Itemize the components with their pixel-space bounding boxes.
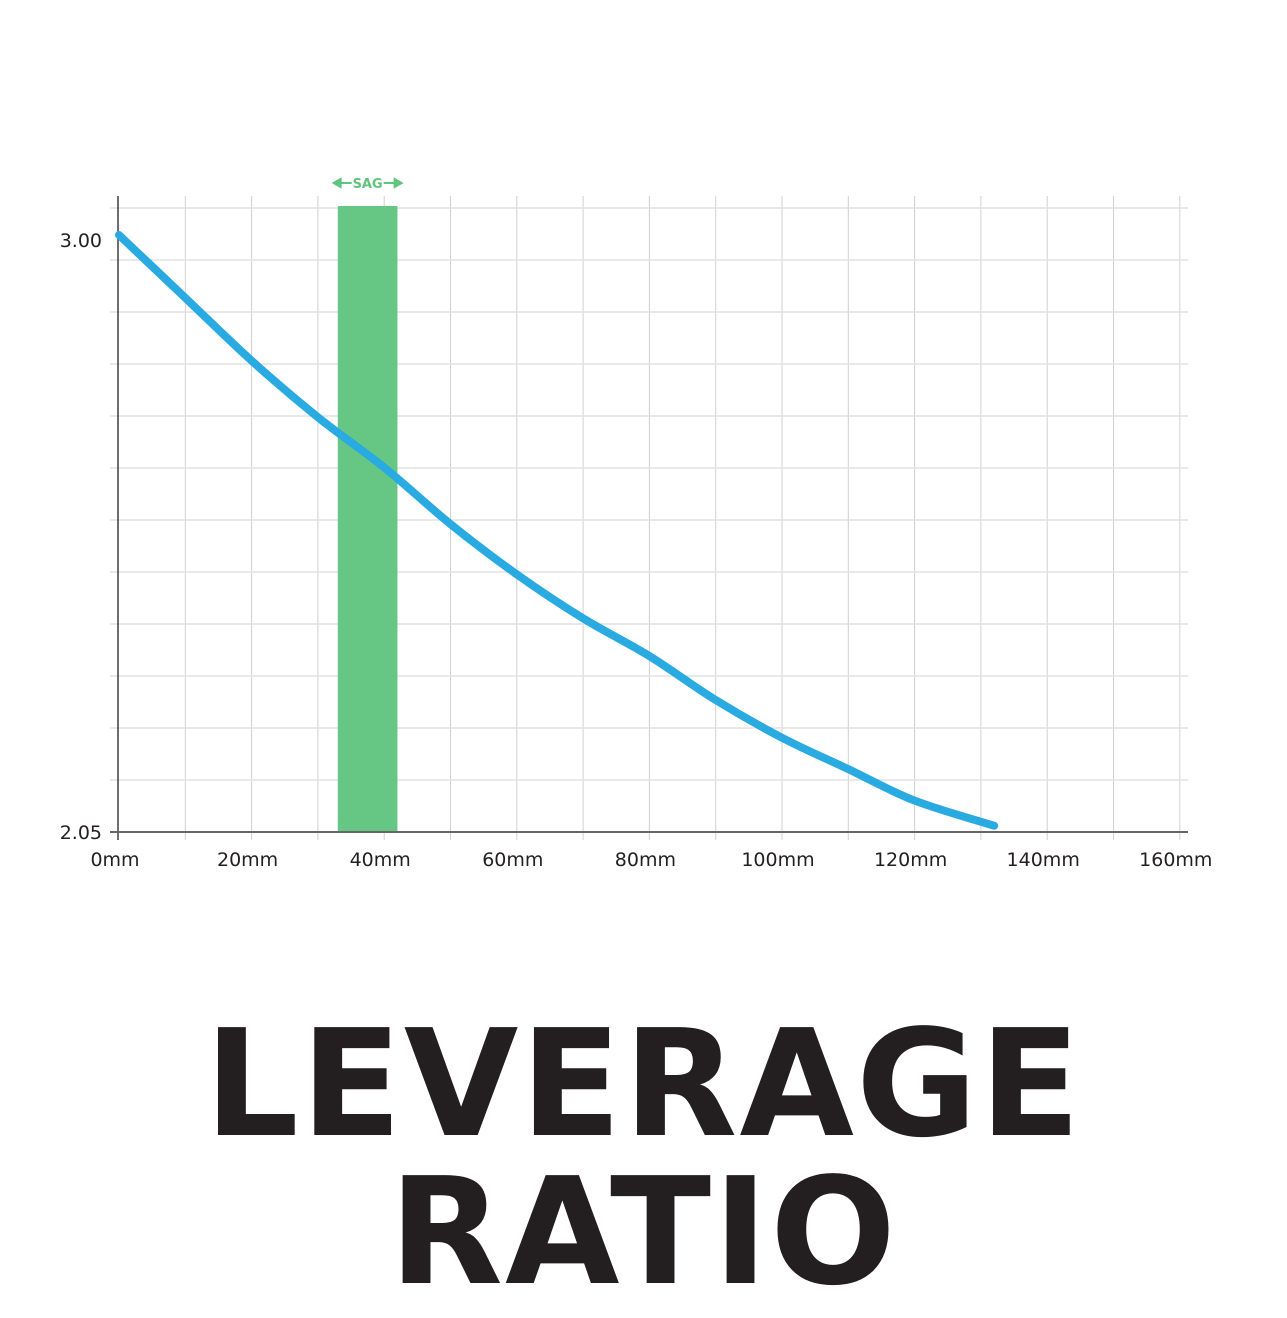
x-tick-label: 100mm xyxy=(741,849,814,871)
sag-label-group: SAG xyxy=(331,177,404,192)
chart-title: LEVERAGE RATIO xyxy=(204,998,1083,1318)
x-tick-label: 0mm xyxy=(90,849,139,871)
sag-arrows-icon xyxy=(331,177,404,189)
x-tick-label: 20mm xyxy=(217,849,278,871)
y-tick-label: 3.00 xyxy=(60,230,102,252)
x-tick-label: 140mm xyxy=(1007,849,1080,871)
x-tick-label: 80mm xyxy=(615,849,676,871)
series-line xyxy=(115,231,999,830)
x-tick-label: 120mm xyxy=(874,849,947,871)
y-tick-label: 2.05 xyxy=(60,822,102,844)
x-tick-label: 60mm xyxy=(482,849,543,871)
grid xyxy=(110,196,1188,840)
sag-label: SAG xyxy=(353,177,383,192)
x-tick-label: 40mm xyxy=(350,849,411,871)
leverage-ratio-chart: SAG 0mm 20mm 40mm 60mm 80mm 100mm 120mm 140mm 16… xyxy=(60,177,1213,871)
x-tick-label: 160mm xyxy=(1139,849,1212,871)
sag-band xyxy=(337,206,398,832)
